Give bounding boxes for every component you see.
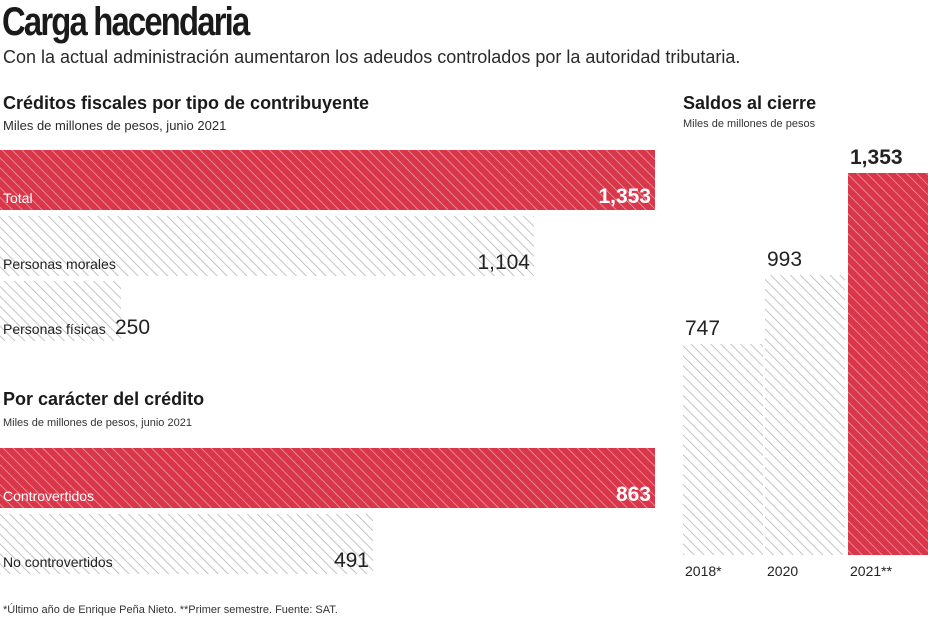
hbar-value-1-0: 863 bbox=[616, 483, 651, 506]
column-value-2: 1,353 bbox=[850, 146, 903, 169]
chart1-subtitle: Miles de millones de pesos, junio 2021 bbox=[3, 118, 227, 133]
column-2 bbox=[848, 173, 928, 555]
page-title: Carga hacendaria bbox=[2, 0, 250, 44]
column-1 bbox=[765, 275, 845, 555]
hbar-label-0-0: Total bbox=[3, 190, 33, 206]
column-value-0: 747 bbox=[685, 317, 720, 340]
hbar-0-1 bbox=[0, 216, 534, 276]
chart2-title: Por carácter del crédito bbox=[3, 389, 205, 409]
chart3-title: Saldos al cierre bbox=[683, 93, 817, 113]
column-tick-0: 2018* bbox=[685, 563, 722, 579]
hbar-label-0-1: Personas morales bbox=[3, 256, 116, 272]
hbar-label-1-0: Controvertidos bbox=[3, 488, 94, 504]
page-subtitle: Con la actual administración aumentaron … bbox=[3, 47, 741, 67]
hbar-0-2 bbox=[0, 281, 121, 341]
column-value-1: 993 bbox=[767, 248, 802, 271]
hbar-label-1-1: No controvertidos bbox=[3, 554, 113, 570]
hbar-0-0 bbox=[0, 150, 655, 210]
column-0 bbox=[683, 344, 763, 555]
hbar-value-1-1: 491 bbox=[334, 549, 369, 572]
hbar-1-1 bbox=[0, 514, 373, 574]
chart3-subtitle: Miles de millones de pesos bbox=[683, 118, 816, 130]
column-tick-2: 2021** bbox=[850, 563, 893, 579]
hbar-value-0-1: 1,104 bbox=[477, 251, 530, 274]
column-tick-1: 2020 bbox=[767, 563, 798, 579]
hbar-value-0-0: 1,353 bbox=[598, 185, 651, 208]
hbar-label-0-2: Personas físicas bbox=[3, 321, 106, 337]
chart1-title: Créditos fiscales por tipo de contribuye… bbox=[3, 93, 370, 113]
footnote: *Último año de Enrique Peña Nieto. **Pri… bbox=[3, 604, 338, 616]
hbar-1-0 bbox=[0, 448, 655, 508]
chart2-subtitle: Miles de millones de pesos, junio 2021 bbox=[3, 417, 192, 429]
hbar-value-0-2: 250 bbox=[115, 316, 150, 339]
